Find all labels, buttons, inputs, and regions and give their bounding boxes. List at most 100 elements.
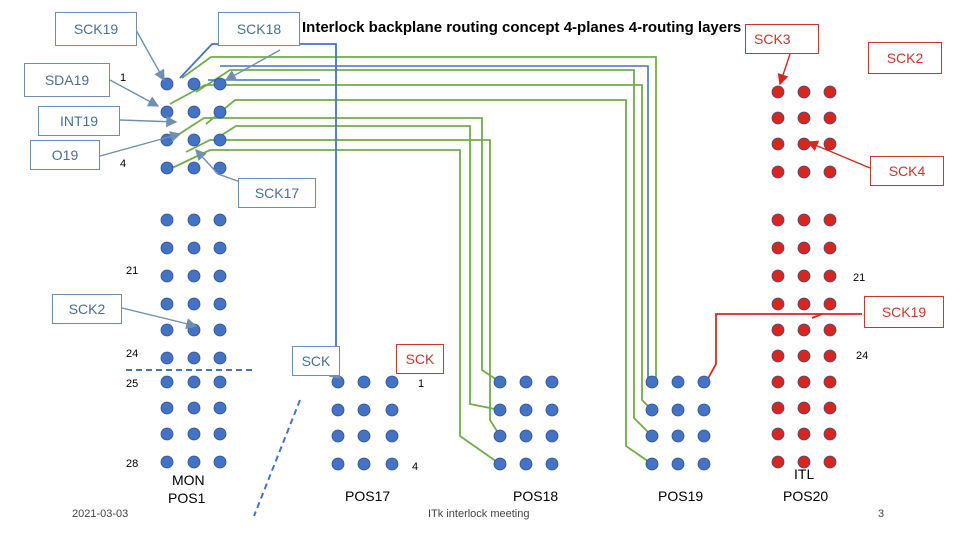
position-label-pos20: POS20 xyxy=(783,488,829,504)
pin-pos19 xyxy=(645,429,659,443)
pin-pos20 xyxy=(823,213,837,227)
label-sda19: SDA19 xyxy=(24,63,110,97)
pin-pos17 xyxy=(331,429,345,443)
pin-pos19 xyxy=(645,457,659,471)
trace-green xyxy=(181,56,657,382)
pin-pos1 xyxy=(213,375,227,389)
pin-pos18 xyxy=(493,375,507,389)
pin-pos1 xyxy=(187,351,201,365)
pin-pos1 xyxy=(160,427,174,441)
label-o19: O19 xyxy=(30,140,100,170)
pin-pos1 xyxy=(187,105,201,119)
pin-pos1 xyxy=(160,241,174,255)
pin-pos20 xyxy=(771,111,785,125)
row-number: 25 xyxy=(126,378,139,390)
pin-pos1 xyxy=(187,427,201,441)
trace-layer xyxy=(126,43,862,517)
position-label-mon: MON xyxy=(172,472,205,488)
pin-pos18 xyxy=(493,403,507,417)
pin-pos18 xyxy=(493,429,507,443)
pin-pos17 xyxy=(357,429,371,443)
pin-pos18 xyxy=(519,375,533,389)
pin-pos20 xyxy=(771,375,785,389)
arrow-sck2-left xyxy=(121,307,198,330)
pin-pos1 xyxy=(160,401,174,415)
label-text: SCK19 xyxy=(73,21,119,37)
row-number: 24 xyxy=(856,350,869,362)
pin-pos1 xyxy=(160,105,174,119)
pin-pos20 xyxy=(823,401,837,415)
arrow-o19 xyxy=(99,131,182,157)
pin-pos20 xyxy=(823,241,837,255)
label-text: SCK4 xyxy=(888,163,926,179)
pin-pos19 xyxy=(671,375,685,389)
pin-pos20 xyxy=(771,401,785,415)
pin-pos1 xyxy=(187,213,201,227)
pin-pos1 xyxy=(213,297,227,311)
arrow-sck3 xyxy=(777,53,791,86)
pin-pos20 xyxy=(771,213,785,227)
row-number: 21 xyxy=(126,265,139,277)
row-number: 24 xyxy=(126,348,139,360)
trace-green xyxy=(213,125,501,411)
pin-pos20 xyxy=(823,111,837,125)
pin-pos20 xyxy=(797,85,811,99)
pin-pos19 xyxy=(697,429,711,443)
pin-pos20 xyxy=(797,375,811,389)
pin-pos1 xyxy=(213,323,227,337)
pin-pos20 xyxy=(797,137,811,151)
label-sck19-right: SCK19 xyxy=(864,296,944,328)
pin-pos20 xyxy=(797,401,811,415)
pin-pos1 xyxy=(213,401,227,415)
pin-pos1 xyxy=(187,455,201,469)
pin-pos17 xyxy=(385,375,399,389)
label-sck19-top: SCK19 xyxy=(55,12,137,46)
label-sck2-left: SCK2 xyxy=(52,294,122,324)
label-text: SCK19 xyxy=(881,304,927,320)
position-label-itl: ITL xyxy=(794,466,815,482)
pin-pos20 xyxy=(771,137,785,151)
pin-pos18 xyxy=(545,403,559,417)
pin-pos20 xyxy=(797,165,811,179)
label-sck-red: SCK xyxy=(396,344,444,374)
label-text: O19 xyxy=(51,147,79,163)
pin-pos20 xyxy=(823,137,837,151)
pin-pos1 xyxy=(213,213,227,227)
pin-pos19 xyxy=(697,457,711,471)
pin-pos19 xyxy=(645,403,659,417)
arrow-sck18 xyxy=(224,49,281,81)
label-sck18: SCK18 xyxy=(218,12,300,46)
pin-pos20 xyxy=(797,297,811,311)
pin-pos20 xyxy=(771,427,785,441)
pin-pos20 xyxy=(797,349,811,363)
arrow-sck4 xyxy=(806,140,871,169)
pin-pos1 xyxy=(160,297,174,311)
arrow-int19 xyxy=(119,116,178,128)
pin-pos20 xyxy=(797,241,811,255)
pin-pos20 xyxy=(823,85,837,99)
pin-pos1 xyxy=(187,269,201,283)
label-sck2-right: SCK2 xyxy=(868,42,942,74)
pin-pos1 xyxy=(187,77,201,91)
pin-pos1 xyxy=(187,161,201,175)
footer-date: 2021-03-03 xyxy=(72,508,129,520)
diagram-title: Interlock backplane routing concept 4-pl… xyxy=(302,19,742,36)
pin-pos20 xyxy=(771,269,785,283)
pin-pos1 xyxy=(160,351,174,365)
label-text: SCK2 xyxy=(68,301,106,317)
label-text: SCK17 xyxy=(254,185,300,201)
label-text: INT19 xyxy=(59,113,99,129)
arrow-sda19 xyxy=(109,79,160,107)
pin-pos20 xyxy=(797,213,811,227)
pin-pos1 xyxy=(160,455,174,469)
pin-pos18 xyxy=(493,457,507,471)
pin-pos1 xyxy=(213,455,227,469)
pin-pos1 xyxy=(187,375,201,389)
pin-pos18 xyxy=(545,375,559,389)
pin-pos1 xyxy=(160,213,174,227)
position-label-pos1: POS1 xyxy=(168,490,206,506)
pin-pos17 xyxy=(357,375,371,389)
footer-meeting: ITk interlock meeting xyxy=(428,508,530,520)
pin-pos18 xyxy=(519,457,533,471)
